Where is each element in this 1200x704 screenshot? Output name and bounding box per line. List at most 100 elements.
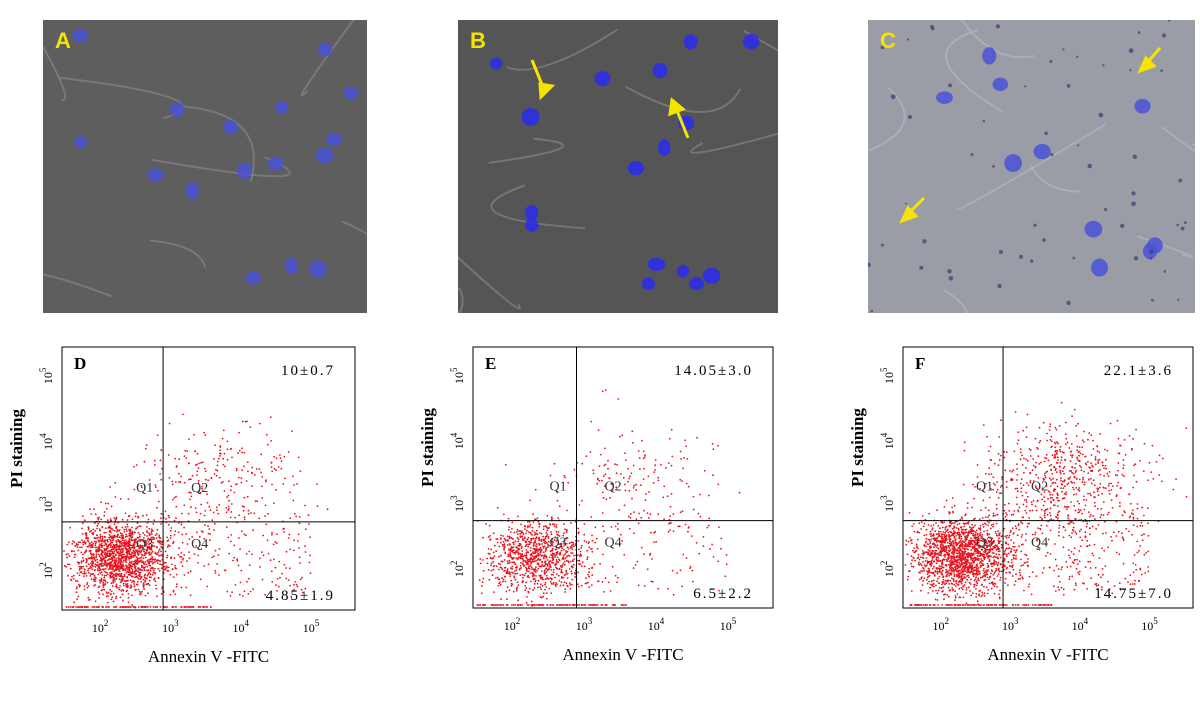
event-dot [103, 532, 105, 534]
event-dot [183, 504, 185, 506]
event-dot [116, 552, 118, 554]
event-dot [624, 484, 626, 486]
event-dot [125, 528, 127, 530]
event-dot [171, 527, 173, 529]
event-dot [665, 467, 667, 469]
event-dot [930, 561, 932, 563]
nucleus [658, 140, 670, 157]
event-dot [916, 543, 918, 545]
nucleus [318, 42, 332, 56]
event-dot [926, 534, 928, 536]
event-dot [129, 539, 131, 541]
event-dot [517, 604, 519, 606]
event-dot [928, 513, 930, 515]
event-dot [540, 588, 542, 590]
event-dot [134, 553, 136, 555]
event-dot [243, 506, 245, 508]
event-dot [133, 544, 135, 546]
event-dot [964, 539, 966, 541]
event-dot [186, 560, 188, 562]
event-dot [527, 521, 529, 523]
event-dot [1007, 544, 1009, 546]
event-dot [572, 560, 574, 562]
event-dot [95, 584, 97, 586]
event-dot [1009, 535, 1011, 537]
event-dot [996, 569, 998, 571]
debris [1133, 155, 1137, 159]
event-dot [521, 553, 523, 555]
event-dot [145, 561, 147, 563]
event-dot [1020, 559, 1022, 561]
quadrant-label: Q2 [605, 480, 622, 495]
event-dot [546, 535, 548, 537]
tick-label: 102 [92, 618, 109, 635]
event-dot [521, 546, 523, 548]
event-dot [122, 606, 124, 608]
event-dot [972, 530, 974, 532]
event-dot [249, 426, 251, 428]
tick-exponent: 5 [38, 367, 48, 372]
panel-label: A [55, 28, 71, 53]
event-dot [509, 562, 511, 564]
event-dot [106, 606, 108, 608]
event-dot [146, 564, 148, 566]
event-dot [227, 509, 229, 511]
event-dot [243, 510, 245, 512]
event-dot [248, 513, 250, 515]
event-dot [1006, 555, 1008, 557]
tick-base: 10 [452, 565, 466, 577]
event-dot [584, 540, 586, 542]
event-dot [84, 519, 86, 521]
event-dot [144, 581, 146, 583]
event-dot [539, 523, 541, 525]
debris [1162, 33, 1166, 37]
event-dot [159, 563, 161, 565]
event-dot [521, 536, 523, 538]
event-dot [921, 564, 923, 566]
event-dot [577, 528, 579, 530]
debris [1138, 31, 1141, 34]
event-dot [488, 548, 490, 550]
tick-label: 104 [449, 432, 466, 449]
event-dot [497, 542, 499, 544]
debris [1050, 153, 1053, 156]
event-dot [953, 584, 955, 586]
event-dot [277, 578, 279, 580]
event-dot [126, 543, 128, 545]
event-dot [157, 562, 159, 564]
event-dot [926, 538, 928, 540]
event-dot [118, 541, 120, 543]
event-dot [129, 606, 131, 608]
event-dot [962, 586, 964, 588]
event-dot [194, 450, 196, 452]
event-dot [548, 569, 550, 571]
event-dot [517, 516, 519, 518]
event-dot [243, 497, 245, 499]
event-dot [628, 516, 630, 518]
event-dot [274, 468, 276, 470]
event-dot [126, 580, 128, 582]
event-dot [206, 606, 208, 608]
nucleus [148, 168, 164, 181]
event-dot [99, 593, 101, 595]
event-dot [556, 561, 558, 563]
event-dot [116, 517, 118, 519]
event-dot [113, 546, 115, 548]
event-dot [940, 531, 942, 533]
event-dot [123, 559, 125, 561]
event-dot [944, 547, 946, 549]
event-dot [488, 579, 490, 581]
event-dot [577, 572, 579, 574]
event-dot [305, 551, 307, 553]
event-dot [1005, 578, 1007, 580]
event-dot [78, 584, 80, 586]
event-dot [970, 559, 972, 561]
event-dot [966, 572, 968, 574]
event-dot [624, 504, 626, 506]
event-dot [168, 454, 170, 456]
event-dot [94, 563, 96, 565]
event-dot [144, 574, 146, 576]
event-dot [601, 480, 603, 482]
event-dot [88, 527, 90, 529]
event-dot [522, 577, 524, 579]
